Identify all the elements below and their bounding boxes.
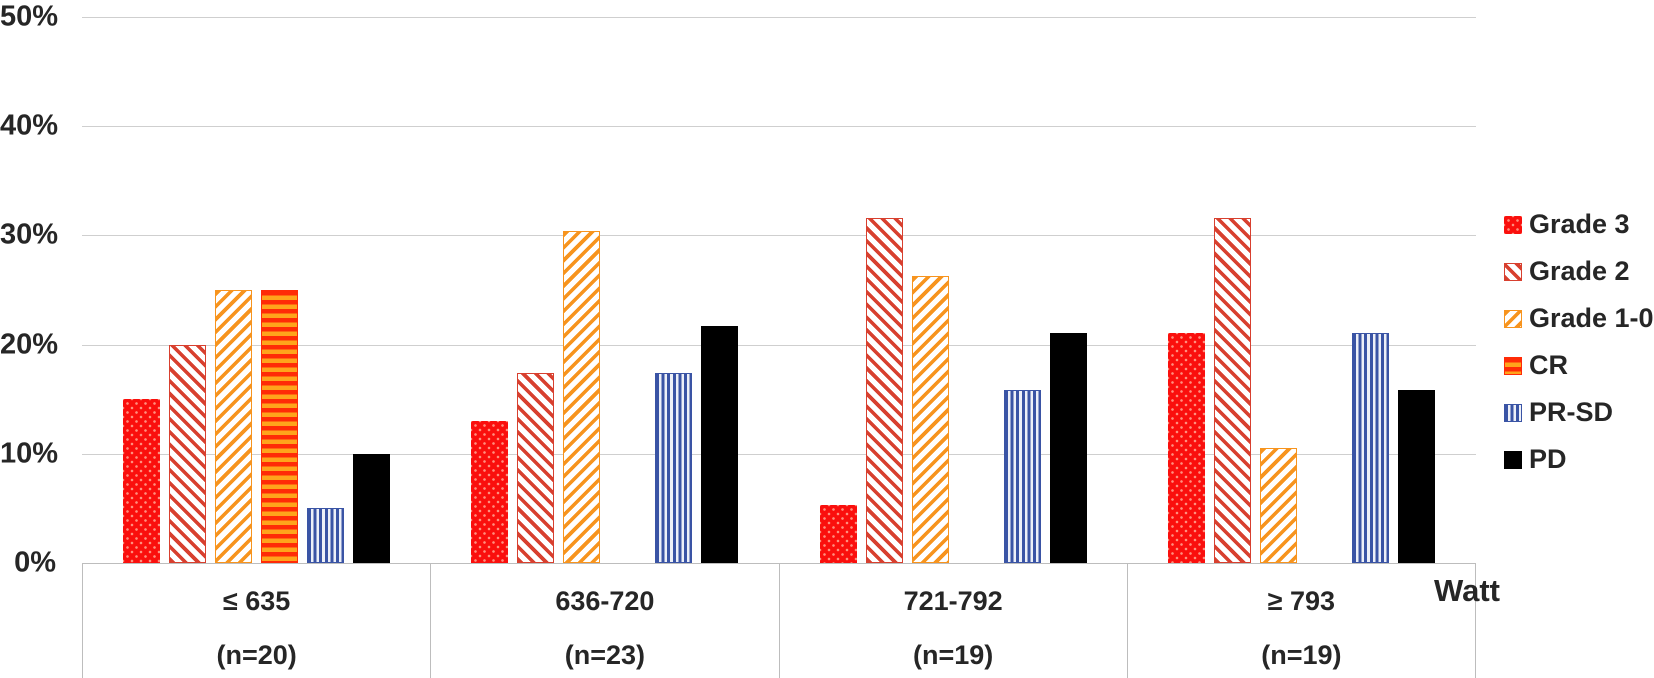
x-category-label: ≥ 793 [1267, 586, 1336, 616]
legend-swatch-icon [1504, 403, 1522, 422]
legend-swatch-icon [1504, 450, 1522, 469]
y-tick-label-10%: 10% [0, 437, 59, 470]
gridline-10% [82, 453, 1476, 455]
bar-Grade 3-≤ 635 [122, 399, 160, 563]
bar-CR-≤ 635 [260, 290, 298, 563]
legend-swatch-icon [1504, 356, 1522, 375]
y-axis-tick-labels: 0% 10% 20% 30% 40% 50% [0, 0, 60, 678]
bar-group-≥ 793 [1128, 17, 1477, 563]
x-category-label: 721-792 [903, 586, 1003, 616]
bar-group-636-720 [431, 17, 780, 563]
bar-Grade 3-≥ 793 [1168, 332, 1206, 563]
bar-PD-636-720 [701, 326, 739, 563]
bar-Grade 1-0-≥ 793 [1260, 448, 1298, 563]
x-category-n-label: (n=19) [912, 640, 994, 670]
bar-PR-SD-≤ 635 [306, 508, 344, 563]
x-category-cell: ≤ 635 (n=20) [82, 564, 430, 678]
legend-label: PD [1529, 444, 1567, 474]
gridline-50% [82, 17, 1476, 18]
legend-swatch-icon [1504, 309, 1522, 328]
bar-PD-≥ 793 [1398, 390, 1436, 563]
legend-item-CR: CR [1504, 342, 1654, 389]
legend-swatch-icon [1504, 262, 1522, 281]
bar-PR-SD-≥ 793 [1352, 332, 1390, 563]
y-tick-label-50%: 50% [0, 0, 59, 33]
bar-Grade 1-0-636-720 [563, 231, 601, 563]
legend-item-Grade 2: Grade 2 [1504, 248, 1654, 295]
plot-area [82, 17, 1477, 564]
legend-item-PD: PD [1504, 436, 1654, 483]
x-category-n-label: (n=23) [564, 640, 646, 670]
y-tick-label-30%: 30% [0, 218, 59, 251]
legend: Grade 3 Grade 2 Grade 1-0 CR PR-SD PD [1504, 201, 1654, 483]
x-category-label: 636-720 [555, 586, 655, 616]
bar-PD-≤ 635 [352, 453, 390, 563]
x-category-label: ≤ 635 [222, 586, 291, 616]
legend-item-PR-SD: PR-SD [1504, 389, 1654, 436]
bar-PD-721-792 [1049, 332, 1087, 563]
x-category-cell: 636-720 (n=23) [430, 564, 778, 678]
x-category-cell: ≥ 793 (n=19) [1126, 564, 1476, 678]
x-axis-category-boxes: ≤ 635 (n=20) 636-720 (n=23) 721-792 (n=19) ≥ 7… [82, 563, 1476, 678]
bar-group-721-792 [779, 17, 1128, 563]
legend-item-Grade 3: Grade 3 [1504, 201, 1654, 248]
legend-label: Grade 1-0 [1529, 303, 1654, 333]
legend-item-Grade 1-0: Grade 1-0 [1504, 295, 1654, 342]
gridline-40% [82, 126, 1476, 128]
x-category-n-label: (n=19) [1261, 640, 1342, 670]
bar-Grade 2-≤ 635 [168, 344, 206, 563]
bar-group-≤ 635 [82, 17, 431, 563]
gridline-20% [82, 344, 1476, 346]
legend-label: Grade 3 [1529, 209, 1630, 239]
bar-Grade 2-≥ 793 [1214, 217, 1252, 563]
bar-PR-SD-721-792 [1003, 390, 1041, 563]
bar-Grade 1-0-≤ 635 [214, 290, 252, 563]
gridline-30% [82, 235, 1476, 237]
y-tick-label-40%: 40% [0, 109, 59, 142]
bar-Grade 3-721-792 [819, 505, 857, 563]
legend-label: PR-SD [1529, 397, 1614, 427]
bar-Grade 2-721-792 [865, 217, 903, 563]
legend-swatch-icon [1504, 215, 1522, 234]
bar-Grade 1-0-721-792 [911, 275, 949, 563]
x-axis-title: Watt [1434, 573, 1500, 608]
bar-Grade 2-636-720 [517, 373, 555, 563]
legend-label: CR [1529, 350, 1568, 380]
x-category-n-label: (n=20) [216, 640, 297, 670]
x-category-cell: 721-792 (n=19) [778, 564, 1127, 678]
bar-Grade 3-636-720 [471, 421, 509, 563]
y-tick-label-0%: 0% [14, 546, 56, 579]
bar-PR-SD-636-720 [655, 373, 693, 563]
y-tick-label-20%: 20% [0, 328, 59, 361]
legend-label: Grade 2 [1529, 256, 1630, 286]
